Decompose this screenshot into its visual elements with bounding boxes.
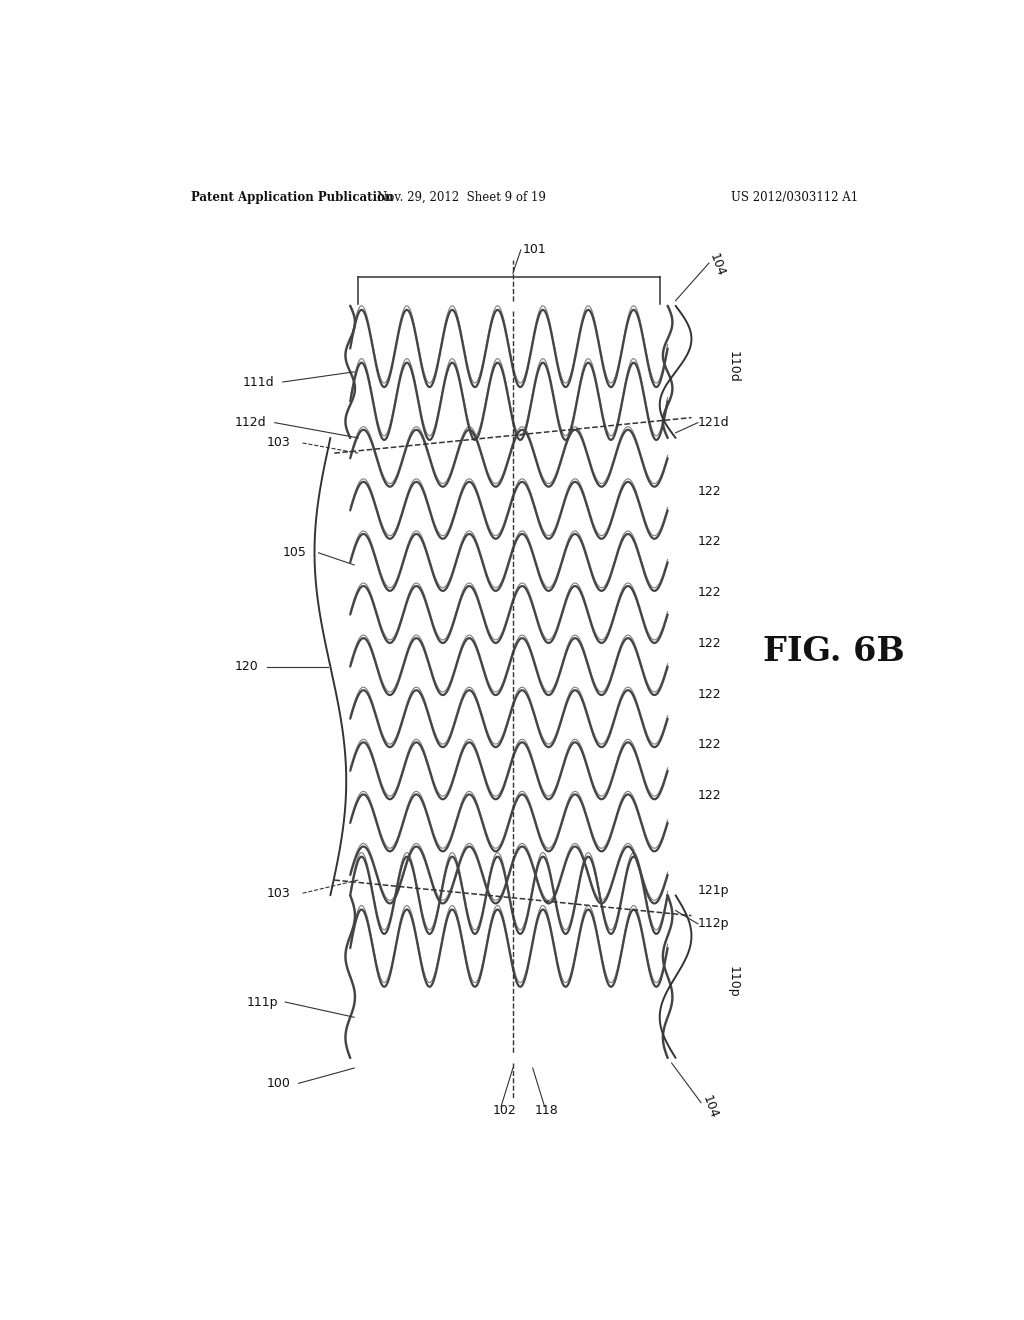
Text: 104: 104 [708, 252, 728, 279]
Text: 100: 100 [267, 1077, 291, 1090]
Text: 120: 120 [236, 660, 259, 673]
Text: 122: 122 [697, 738, 722, 751]
Text: 101: 101 [522, 243, 546, 256]
Text: 105: 105 [283, 546, 306, 560]
Text: 112p: 112p [697, 917, 729, 931]
Text: 122: 122 [697, 688, 722, 701]
Text: Patent Application Publication: Patent Application Publication [191, 190, 394, 203]
Text: 122: 122 [697, 486, 722, 498]
Text: 122: 122 [697, 586, 722, 599]
Text: 122: 122 [697, 535, 722, 548]
Text: 103: 103 [267, 887, 291, 900]
Text: 122: 122 [697, 636, 722, 649]
Text: 104: 104 [699, 1093, 720, 1121]
Text: Nov. 29, 2012  Sheet 9 of 19: Nov. 29, 2012 Sheet 9 of 19 [377, 190, 546, 203]
Text: 111d: 111d [243, 375, 274, 388]
Text: US 2012/0303112 A1: US 2012/0303112 A1 [731, 190, 858, 203]
Text: 112d: 112d [236, 416, 267, 429]
Text: 118: 118 [536, 1105, 559, 1117]
Text: 103: 103 [267, 437, 291, 450]
Text: 110d: 110d [727, 351, 740, 383]
Text: FIG. 6B: FIG. 6B [763, 635, 904, 668]
Text: 121p: 121p [697, 883, 729, 896]
Text: 111p: 111p [247, 995, 279, 1008]
Text: 102: 102 [494, 1105, 517, 1117]
Text: 121d: 121d [697, 416, 729, 429]
Text: 110p: 110p [727, 966, 740, 998]
Text: 122: 122 [697, 789, 722, 803]
